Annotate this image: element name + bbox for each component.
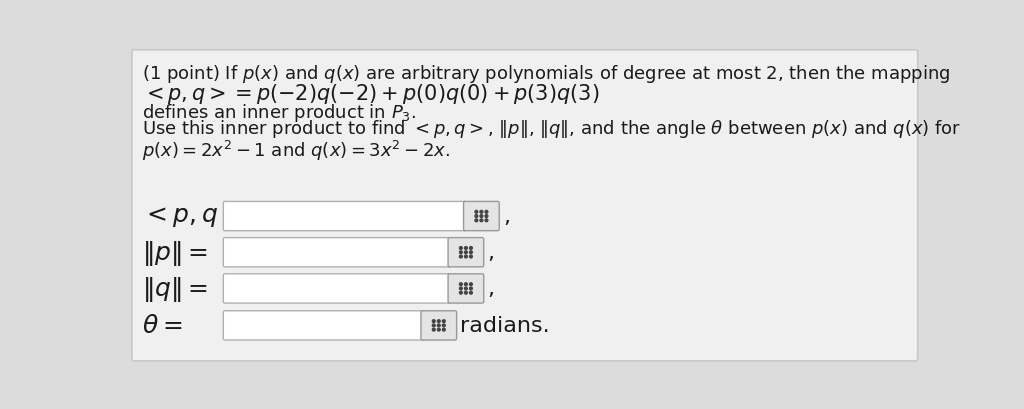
FancyBboxPatch shape (223, 202, 467, 231)
Circle shape (432, 328, 435, 331)
Circle shape (437, 320, 440, 323)
Circle shape (442, 320, 445, 323)
Text: ,: , (487, 243, 495, 263)
Circle shape (465, 292, 467, 294)
FancyBboxPatch shape (223, 274, 452, 303)
Circle shape (432, 320, 435, 323)
Text: radians.: radians. (461, 316, 550, 335)
Text: $\|q\| =$: $\|q\| =$ (142, 274, 208, 303)
Circle shape (465, 247, 467, 250)
Circle shape (480, 211, 482, 213)
Circle shape (485, 219, 487, 222)
Circle shape (437, 328, 440, 331)
Circle shape (480, 219, 482, 222)
Circle shape (470, 256, 472, 258)
Text: $p(x) = 2x^2 - 1$ and $q(x) = 3x^2 - 2x$.: $p(x) = 2x^2 - 1$ and $q(x) = 3x^2 - 2x$… (142, 138, 451, 162)
Circle shape (475, 211, 478, 213)
FancyBboxPatch shape (132, 51, 918, 361)
FancyBboxPatch shape (223, 238, 452, 267)
FancyBboxPatch shape (449, 238, 483, 267)
Circle shape (465, 251, 467, 254)
Text: $\theta =$: $\theta =$ (142, 314, 182, 337)
Text: $< p, q >=$: $< p, q >=$ (142, 204, 273, 229)
Text: $\|p\| =$: $\|p\| =$ (142, 238, 208, 267)
Text: ,: , (503, 207, 510, 227)
Circle shape (470, 251, 472, 254)
Circle shape (470, 292, 472, 294)
Circle shape (437, 324, 440, 327)
Circle shape (470, 283, 472, 286)
Text: (1 point) If $p(x)$ and $q(x)$ are arbitrary polynomials of degree at most 2, th: (1 point) If $p(x)$ and $q(x)$ are arbit… (142, 63, 950, 85)
Circle shape (442, 324, 445, 327)
Text: defines an inner product in $P_3$.: defines an inner product in $P_3$. (142, 101, 416, 123)
Circle shape (485, 215, 487, 218)
Circle shape (465, 288, 467, 290)
Circle shape (460, 288, 462, 290)
FancyBboxPatch shape (449, 274, 483, 303)
FancyBboxPatch shape (464, 202, 500, 231)
Circle shape (442, 328, 445, 331)
Text: Use this inner product to find $< p, q >$, $\|p\|$, $\|q\|$, and the angle $\the: Use this inner product to find $< p, q >… (142, 118, 962, 140)
Circle shape (460, 251, 462, 254)
Text: ,: , (487, 279, 495, 299)
Circle shape (485, 211, 487, 213)
Circle shape (465, 283, 467, 286)
Circle shape (460, 247, 462, 250)
Circle shape (460, 283, 462, 286)
Text: $< p, q >=p(-2)q(-2)+p(0)q(0)+p(3)q(3)$: $< p, q >=p(-2)q(-2)+p(0)q(0)+p(3)q(3)$ (142, 81, 599, 105)
Circle shape (480, 215, 482, 218)
Circle shape (460, 292, 462, 294)
FancyBboxPatch shape (421, 311, 457, 340)
Circle shape (432, 324, 435, 327)
Circle shape (470, 247, 472, 250)
Circle shape (465, 256, 467, 258)
Circle shape (475, 219, 478, 222)
Circle shape (460, 256, 462, 258)
Circle shape (475, 215, 478, 218)
FancyBboxPatch shape (223, 311, 424, 340)
Circle shape (470, 288, 472, 290)
